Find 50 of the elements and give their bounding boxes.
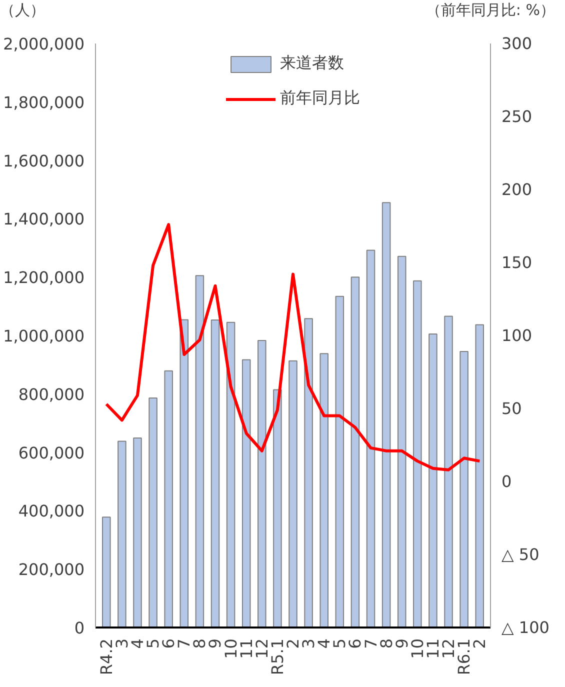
y-tick-label: 0 [74, 618, 85, 638]
bar [195, 275, 204, 628]
y2-tick-label: 0 [502, 472, 512, 491]
y-tick-label: 1,400,000 [3, 210, 85, 229]
bar [258, 340, 266, 628]
bar [444, 316, 453, 628]
y-tick-label: 200,000 [18, 560, 85, 580]
y-tick-label: 400,000 [18, 502, 85, 521]
y-tick-label: 600,000 [18, 443, 85, 462]
bar [118, 440, 126, 628]
bar [288, 360, 298, 628]
y-tick-label: 1,000,000 [3, 326, 85, 346]
y2-tick-label: 300 [502, 34, 532, 53]
bar [210, 320, 220, 628]
y-tick-label: 800,000 [18, 384, 85, 404]
y-tick-label: 1,200,000 [3, 268, 85, 288]
bar [366, 250, 376, 628]
y-tick-label: 1,600,000 [3, 151, 85, 170]
legend-label: 来道者数 [280, 53, 344, 74]
y2-tick-label: 100 [502, 326, 532, 345]
y-axis-title: （人） [0, 0, 45, 21]
bar [413, 280, 422, 628]
y-tick-label: 1,800,000 [3, 92, 85, 112]
bar [428, 334, 438, 628]
bar [304, 318, 313, 628]
y2-tick-label: △ 50 [502, 545, 540, 564]
line-series [104, 223, 482, 472]
bar [382, 202, 391, 628]
bar [273, 389, 282, 628]
bar [397, 256, 406, 628]
y2-axis-title: （前年同月比: %） [426, 0, 555, 21]
bar [133, 437, 142, 628]
bar [475, 324, 484, 628]
bar [460, 351, 468, 628]
bar [335, 296, 344, 628]
y2-tick-label: △ 100 [502, 618, 550, 637]
legend-label: 前年同月比 [280, 88, 360, 109]
bar [226, 322, 236, 628]
bar [350, 276, 360, 628]
y2-tick-label: 250 [502, 107, 532, 126]
y2-tick-label: 50 [502, 399, 522, 418]
y2-tick-label: 150 [502, 253, 532, 272]
bar [180, 319, 189, 628]
bar [148, 397, 158, 628]
y2-tick-label: 200 [502, 180, 532, 199]
bar [320, 353, 328, 628]
y-tick-label: 2,000,000 [3, 34, 85, 54]
bar [164, 370, 173, 628]
bar [102, 516, 111, 628]
bar [242, 359, 251, 628]
